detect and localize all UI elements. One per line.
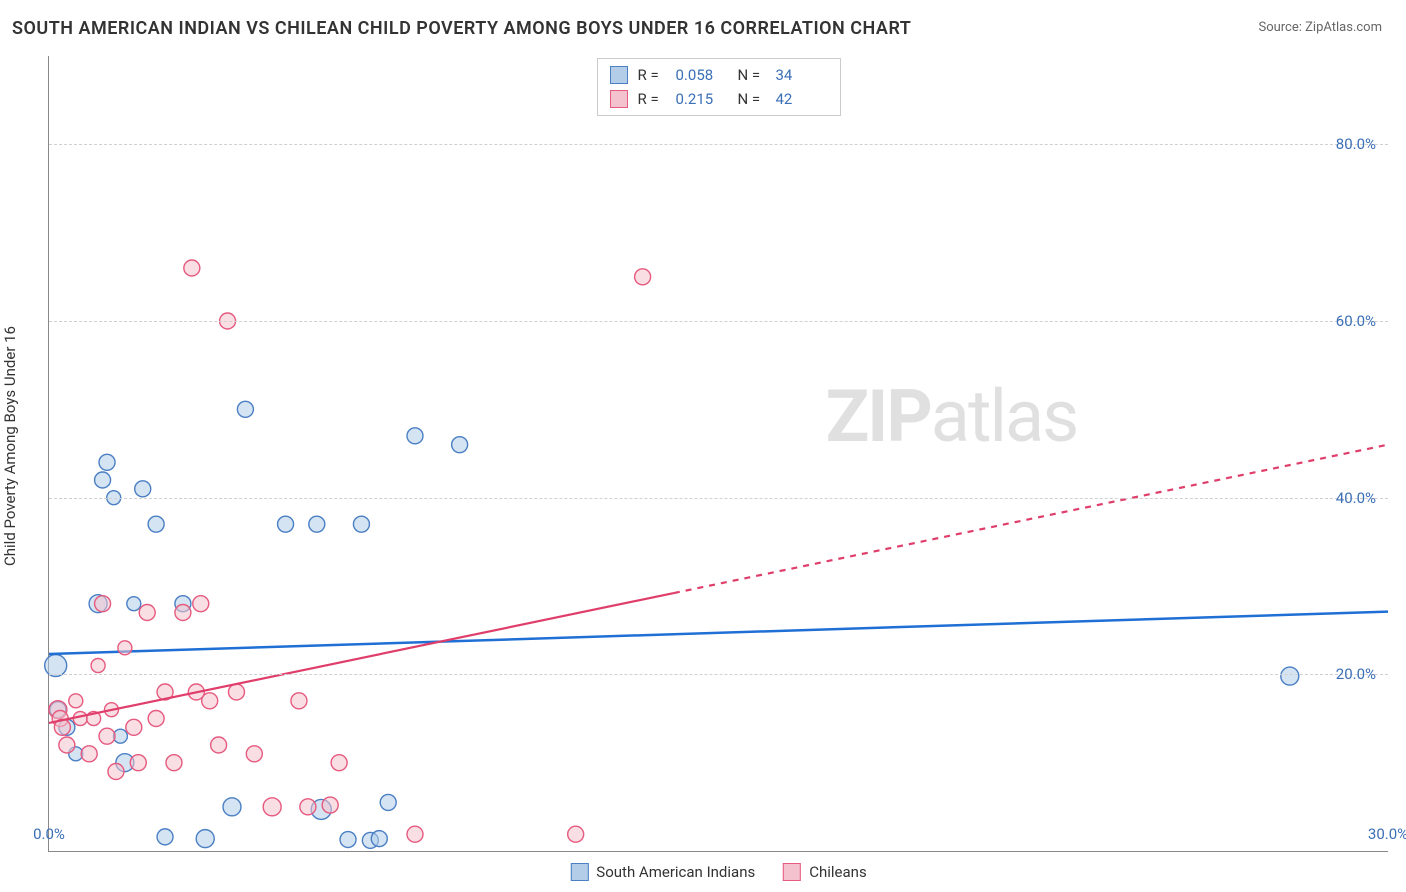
chart-title: SOUTH AMERICAN INDIAN VS CHILEAN CHILD P… [12,18,911,39]
scatter-point [202,693,218,709]
ytick-label: 20.0% [1336,665,1376,683]
scatter-point [246,746,262,762]
gridline [49,321,1388,322]
scatter-point [99,728,115,744]
gridline [49,144,1388,145]
scatter-point [148,516,164,532]
scatter-point [126,719,142,735]
scatter-point [99,454,115,470]
scatter-point [1281,667,1299,685]
scatter-point [407,826,423,842]
xtick-label: 0.0% [33,825,65,843]
scatter-point [45,655,67,677]
scatter-point [568,826,584,842]
source-attribution: Source: ZipAtlas.com [1258,20,1382,35]
scatter-point [91,659,105,673]
trend-line-dashed [674,445,1388,593]
scatter-point [69,694,83,708]
scatter-point [371,831,387,847]
scatter-point [135,481,151,497]
trend-line [49,612,1388,654]
scatter-point [175,605,191,621]
scatter-point [322,797,338,813]
scatter-point [157,829,173,845]
swatch-pink [783,863,801,881]
scatter-point [211,737,227,753]
y-axis-label: Child Poverty Among Boys Under 16 [1,326,19,566]
scatter-point [291,693,307,709]
ytick-label: 80.0% [1336,135,1376,153]
scatter-point [300,799,316,815]
scatter-point [223,798,241,816]
scatter-point [407,428,423,444]
scatter-point [263,798,281,816]
scatter-point [148,711,164,727]
gridline [49,498,1388,499]
scatter-point [127,597,141,611]
scatter-point [108,764,124,780]
scatter-point [95,472,111,488]
scatter-point [184,260,200,276]
scatter-point [278,516,294,532]
gridline [49,674,1388,675]
scatter-point [353,516,369,532]
legend-label: South American Indians [596,863,755,881]
swatch-blue [570,863,588,881]
scatter-point [130,755,146,771]
legend-item: South American Indians [570,863,755,881]
legend-item: Chileans [783,863,866,881]
scatter-point [635,269,651,285]
scatter-point [331,755,347,771]
scatter-point [95,596,111,612]
scatter-point [228,684,244,700]
xtick-label: 30.0% [1368,825,1406,843]
scatter-point [340,832,356,848]
plot-area: R = 0.058 N = 34 R = 0.215 N = 42 ZIPatl… [48,56,1388,852]
scatter-point [237,401,253,417]
scatter-point [81,746,97,762]
scatter-point [139,605,155,621]
scatter-point [118,641,132,655]
scatter-point [166,755,182,771]
scatter-point [193,596,209,612]
scatter-point [59,737,75,753]
series-legend: South American Indians Chileans [570,863,866,881]
scatter-point [380,794,396,810]
scatter-point [196,830,214,848]
ytick-label: 40.0% [1336,489,1376,507]
ytick-label: 60.0% [1336,312,1376,330]
scatter-point [452,437,468,453]
scatter-svg [49,56,1388,851]
legend-label: Chileans [809,863,866,881]
scatter-point [309,516,325,532]
